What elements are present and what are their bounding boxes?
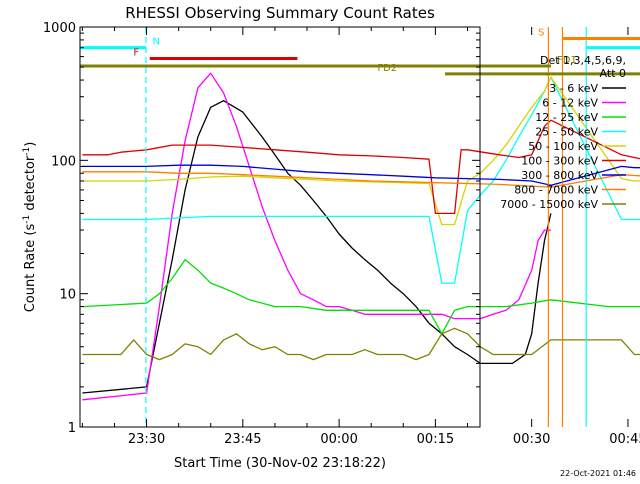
chart-title: RHESSI Observing Summary Count Rates xyxy=(125,4,435,22)
flag-label: FD1 xyxy=(557,55,577,66)
flag-label: N xyxy=(152,37,159,48)
marker-layer xyxy=(145,27,587,427)
y-axis-label-text: Count Rate (s-1 detector-1) xyxy=(22,142,38,313)
y-tick-label: 100 xyxy=(51,154,76,169)
y-axis-label-exponent: -1 xyxy=(22,215,32,224)
legend-header: Att 0 xyxy=(600,67,626,80)
legend-entry-label: 300 - 800 keV xyxy=(521,169,598,182)
y-axis-label-exponent: -1 xyxy=(22,147,32,156)
y-axis-label-part: Count Rate (s xyxy=(23,224,38,313)
series-line-4 xyxy=(82,76,640,226)
footer-date: 22-Oct-2021 01:46 xyxy=(560,469,636,478)
x-tick-label: 00:00 xyxy=(320,432,357,447)
legend-entry-label: 25 - 50 keV xyxy=(535,126,598,139)
legend-entry-label: 12 - 25 keV xyxy=(535,111,598,124)
x-axis-label: Start Time (30-Nov-02 23:18:22) xyxy=(174,456,386,471)
axis-layer: 23:30 23:45 00:00 00:15 00:30 00:45 1 10 100 1000 xyxy=(43,21,640,447)
series-line-8 xyxy=(82,327,640,361)
legend-entry-label: 50 - 100 keV xyxy=(528,140,598,153)
x-tick-label: 23:30 xyxy=(128,432,165,447)
series-line-0 xyxy=(82,100,552,394)
flag-label: F xyxy=(133,48,139,59)
y-tick-label: 1 xyxy=(68,421,76,436)
legend-entry-label: 6 - 12 keV xyxy=(542,97,598,110)
legend-entry-label: 3 - 6 keV xyxy=(549,82,598,95)
legend-entry-label: 800 - 7000 keV xyxy=(514,184,598,197)
legend-header: Det 1,3,4,5,6,9, xyxy=(540,54,626,67)
flag-layer: N F FD1 FD2 S xyxy=(80,27,640,76)
x-tick-label: 00:30 xyxy=(513,432,550,447)
legend-entry-label: 7000 - 15000 keV xyxy=(500,198,598,211)
y-tick-label: 10 xyxy=(59,288,76,303)
legend: Det 1,3,4,5,6,9,Att 03 - 6 keV 6 - 12 keV… xyxy=(500,54,626,211)
y-tick-label: 1000 xyxy=(43,21,76,36)
x-tick-label: 00:15 xyxy=(417,432,454,447)
y-axis-label-part: detector xyxy=(23,155,38,215)
series-line-2 xyxy=(82,258,640,335)
y-axis-label: Count Rate (s-1 detector-1) xyxy=(22,142,38,313)
legend-entry-label: 100 - 300 keV xyxy=(521,155,598,168)
flag-label: FD2 xyxy=(377,63,397,74)
series-line-5 xyxy=(82,119,640,215)
y-axis-label-part: ) xyxy=(23,142,38,147)
flag-label: S xyxy=(538,27,544,38)
x-tick-label: 23:45 xyxy=(224,432,261,447)
x-tick-label: 00:45 xyxy=(609,432,640,447)
plot-frame xyxy=(79,26,481,428)
